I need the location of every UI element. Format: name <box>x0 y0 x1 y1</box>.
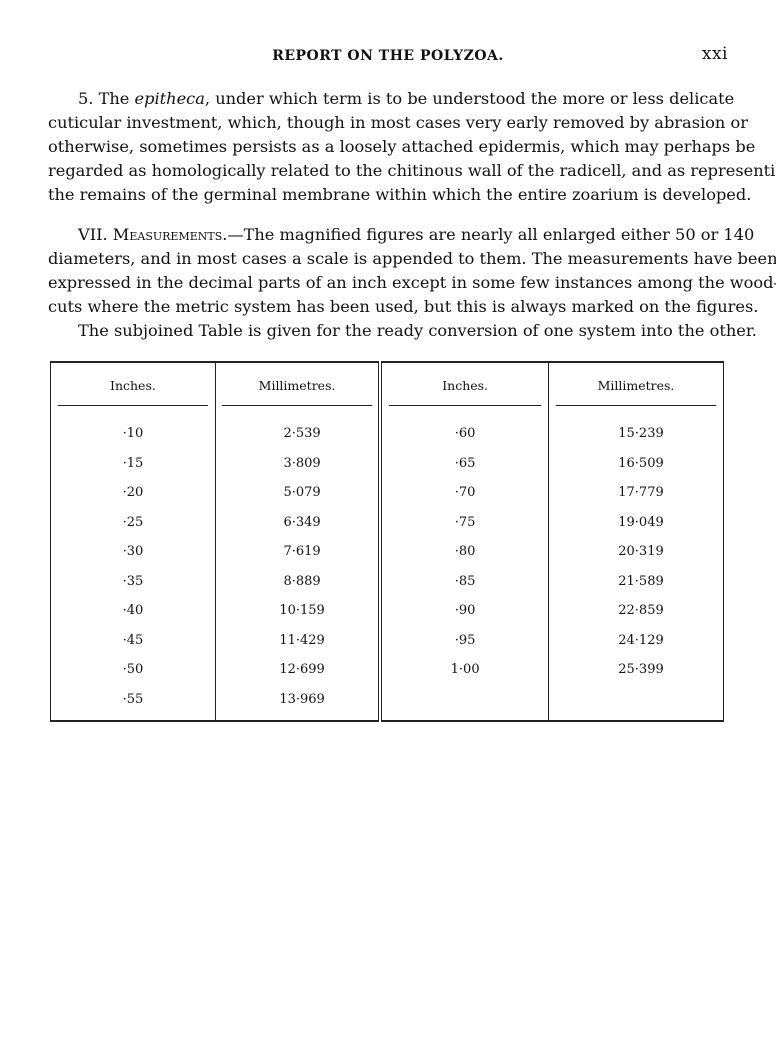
section-heading: Measurements. <box>112 225 228 244</box>
text-run: 5. The <box>78 89 135 108</box>
millimetres-cell: 19·049 <box>548 507 724 537</box>
column-header: Millimetres. <box>214 362 381 409</box>
text-line: The subjoined Table is given for the rea… <box>78 321 757 340</box>
millimetres-cell: 13·969 <box>214 684 381 721</box>
paragraph-epitheca: 5. The epitheca, under which term is to … <box>48 87 776 207</box>
text-line: regarded as homologically related to the… <box>48 161 776 180</box>
table-row: ·30 7·619·80 20·319 <box>50 537 724 567</box>
inches-cell: ·70 <box>378 478 549 508</box>
inches-cell <box>378 684 549 721</box>
table-row: ·55 13·969 <box>50 684 724 721</box>
inches-cell: ·25 <box>50 507 216 537</box>
inches-cell: ·30 <box>50 537 216 567</box>
millimetres-cell: 24·129 <box>548 625 724 655</box>
inches-cell: ·40 <box>50 596 216 626</box>
text-line: the remains of the germinal membrane wit… <box>48 185 752 204</box>
millimetres-cell: 5·079 <box>214 478 381 508</box>
inches-cell: 1·00 <box>378 655 549 685</box>
text-line: VII. Measurements.—The magnified figures… <box>48 223 754 247</box>
conversion-table: Inches. Millimetres. Inches. Millimetres… <box>50 361 724 722</box>
text-run: —The magnified figures are nearly all en… <box>227 225 755 244</box>
table-row: ·45 11·429·95 24·129 <box>50 625 724 655</box>
table-header-row: Inches. Millimetres. Inches. Millimetres… <box>50 362 724 409</box>
table-row: ·40 10·159·90 22·859 <box>50 596 724 626</box>
page-number: xxi <box>701 44 728 64</box>
millimetres-cell <box>548 684 724 721</box>
millimetres-cell: 16·509 <box>548 448 724 478</box>
inches-cell: ·75 <box>378 507 549 537</box>
text-line: cuticular investment, which, though in m… <box>48 113 748 132</box>
text-line: otherwise, sometimes persists as a loose… <box>48 137 756 156</box>
millimetres-cell: 12·699 <box>214 655 381 685</box>
text-line: cuts where the metric system has been us… <box>48 297 759 316</box>
table-row: ·10 2·539·60 15·239 <box>50 409 724 449</box>
text-run: , under which term is to be understood t… <box>204 89 735 108</box>
text-line: diameters, and in most cases a scale is … <box>48 249 776 268</box>
table-row: ·25 6·349·75 19·049 <box>50 507 724 537</box>
running-header: REPORT ON THE POLYZOA. xxi <box>48 44 728 68</box>
millimetres-cell: 3·809 <box>214 448 381 478</box>
inches-cell: ·10 <box>50 409 216 449</box>
millimetres-cell: 10·159 <box>214 596 381 626</box>
column-header: Millimetres. <box>548 362 724 409</box>
italic-term: epitheca <box>134 89 205 108</box>
inches-cell: ·45 <box>50 625 216 655</box>
inches-cell: ·85 <box>378 566 549 596</box>
inches-cell: ·65 <box>378 448 549 478</box>
inches-cell: ·15 <box>50 448 216 478</box>
text-line: expressed in the decimal parts of an inc… <box>48 273 776 292</box>
millimetres-cell: 2·539 <box>214 409 381 449</box>
millimetres-cell: 22·859 <box>548 596 724 626</box>
millimetres-cell: 21·589 <box>548 566 724 596</box>
millimetres-cell: 11·429 <box>214 625 381 655</box>
paragraph-table-intro: The subjoined Table is given for the rea… <box>48 319 757 343</box>
millimetres-cell: 20·319 <box>548 537 724 567</box>
column-header: Inches. <box>50 362 216 409</box>
inches-cell: ·90 <box>378 596 549 626</box>
table-row: ·35 8·889·85 21·589 <box>50 566 724 596</box>
inches-cell: ·50 <box>50 655 216 685</box>
inches-cell: ·80 <box>378 537 549 567</box>
text-line: 5. The epitheca, under which term is to … <box>48 87 734 111</box>
table-row: ·50 12·699 1·00 25·399 <box>50 655 724 685</box>
running-title: REPORT ON THE POLYZOA. <box>272 48 504 64</box>
paragraph-measurements: VII. Measurements.—The magnified figures… <box>48 223 776 319</box>
inches-cell: ·55 <box>50 684 216 721</box>
millimetres-cell: 15·239 <box>548 409 724 449</box>
table-row: ·15 3·809·65 16·509 <box>50 448 724 478</box>
millimetres-cell: 8·889 <box>214 566 381 596</box>
table-row: ·20 5·079·70 17·779 <box>50 478 724 508</box>
millimetres-cell: 25·399 <box>548 655 724 685</box>
millimetres-cell: 7·619 <box>214 537 381 567</box>
column-header: Inches. <box>378 362 549 409</box>
inches-cell: ·95 <box>378 625 549 655</box>
millimetres-cell: 6·349 <box>214 507 381 537</box>
section-number: VII. <box>78 225 113 244</box>
inches-cell: ·20 <box>50 478 216 508</box>
millimetres-cell: 17·779 <box>548 478 724 508</box>
inches-cell: ·35 <box>50 566 216 596</box>
inches-cell: ·60 <box>378 409 549 449</box>
